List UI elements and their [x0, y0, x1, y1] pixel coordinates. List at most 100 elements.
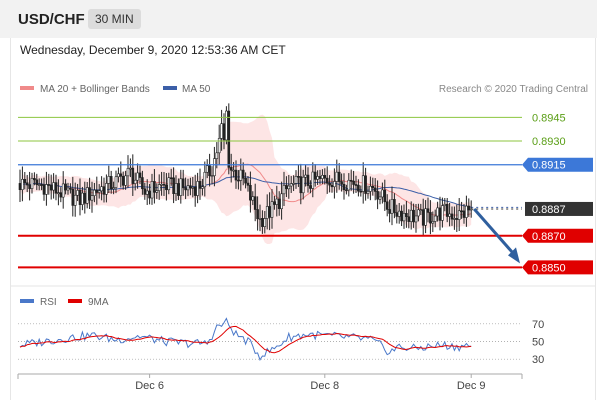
candle — [366, 185, 370, 199]
candle — [261, 210, 264, 234]
candle — [457, 198, 461, 231]
candle — [246, 176, 250, 192]
candle — [54, 174, 58, 201]
level-level_blue: 0.8915 — [18, 157, 593, 172]
rsi-ma-legend-label: 9MA — [88, 297, 109, 308]
candle — [191, 176, 195, 198]
candle — [294, 170, 298, 189]
candle — [66, 182, 70, 195]
candle — [145, 179, 149, 205]
candle — [460, 201, 463, 219]
candle — [237, 170, 240, 190]
candle — [45, 171, 48, 206]
candle — [95, 176, 99, 205]
candle — [37, 178, 41, 191]
candle — [136, 163, 139, 189]
candle — [33, 172, 36, 186]
candle — [323, 168, 327, 185]
candle — [301, 169, 305, 200]
candle — [213, 146, 216, 187]
candle — [61, 171, 65, 209]
candle — [421, 198, 425, 236]
candle — [49, 174, 53, 200]
candle — [73, 182, 77, 217]
candle — [265, 194, 269, 230]
candle — [431, 211, 435, 233]
interval-badge[interactable]: 30 MIN — [88, 9, 141, 29]
candle — [345, 184, 348, 195]
credit-text: Research © 2020 Trading Central — [439, 84, 588, 95]
candle — [114, 170, 118, 194]
candle — [277, 191, 281, 216]
candle — [198, 168, 202, 200]
candle — [220, 109, 223, 151]
candle — [121, 171, 125, 190]
rsi-legend-label: RSI — [40, 297, 57, 308]
candle — [304, 164, 307, 187]
candle — [222, 113, 226, 150]
candle — [349, 169, 353, 191]
candle — [193, 174, 197, 207]
candle — [455, 204, 459, 232]
candle — [148, 183, 151, 205]
chart-header: USD/CHF 30 MIN — [0, 0, 597, 38]
candle — [133, 172, 137, 191]
candle — [196, 172, 199, 204]
candle — [388, 199, 391, 223]
candle — [157, 174, 161, 200]
rsi-ma-line — [19, 325, 472, 354]
candle — [306, 167, 310, 193]
candle — [244, 172, 247, 189]
candle — [270, 189, 274, 229]
ma20-legend-label: MA 20 + Bollinger Bands — [40, 84, 150, 95]
candle — [93, 182, 96, 203]
candle — [105, 174, 108, 203]
candle — [316, 170, 319, 185]
candle — [256, 196, 259, 231]
candle — [376, 180, 379, 210]
candle — [131, 154, 135, 196]
candle — [390, 186, 394, 226]
candle — [100, 176, 103, 201]
candle — [52, 173, 55, 199]
candle — [57, 179, 60, 206]
candle — [160, 171, 163, 196]
candle — [30, 172, 34, 194]
candle — [119, 161, 123, 188]
ma20-legend-swatch — [20, 86, 34, 90]
candle — [83, 181, 87, 214]
candle — [357, 179, 360, 197]
candle — [40, 178, 43, 191]
candle — [258, 204, 262, 232]
candle — [162, 172, 166, 197]
candle — [385, 194, 389, 217]
candle — [313, 164, 317, 187]
candle — [378, 191, 382, 205]
rsi-line — [19, 317, 472, 361]
candle — [419, 203, 423, 215]
candle — [249, 171, 252, 213]
rsi-tick-label: 30 — [532, 354, 544, 366]
candle — [153, 169, 156, 204]
candle — [333, 168, 336, 199]
candle — [229, 153, 233, 183]
candle — [330, 178, 334, 193]
candle — [285, 176, 288, 198]
candle — [402, 204, 406, 229]
forecast-arrow — [473, 207, 517, 257]
level-resistance: 0.8930 — [18, 136, 566, 148]
candle — [129, 158, 132, 178]
candle — [309, 180, 312, 194]
rsi-tick-label: 70 — [532, 319, 544, 331]
level-label: 0.8887 — [532, 204, 566, 216]
level-resistance: 0.8945 — [18, 112, 566, 124]
candle — [239, 158, 243, 191]
candle — [429, 200, 432, 235]
level-current: 0.8887 — [471, 201, 593, 216]
candle — [215, 142, 219, 169]
candle — [299, 163, 303, 205]
candle — [297, 164, 300, 187]
candle — [453, 206, 456, 230]
candle — [71, 176, 75, 217]
candle — [59, 187, 63, 203]
